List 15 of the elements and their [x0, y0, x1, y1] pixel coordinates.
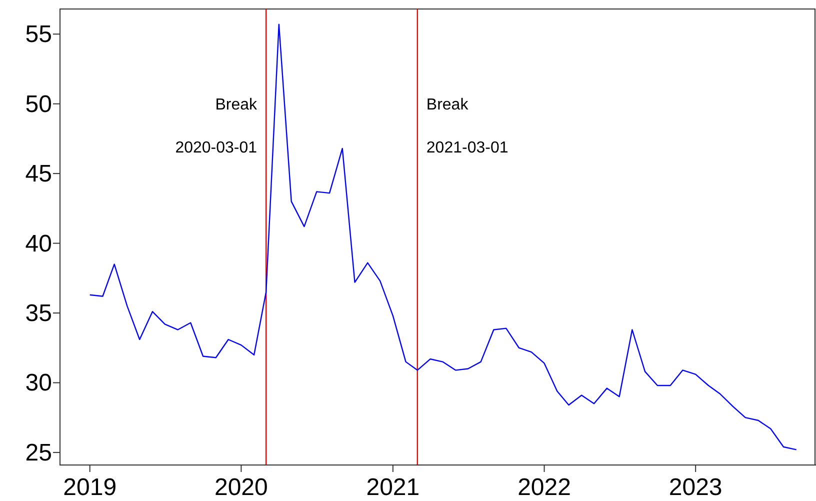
y-tick-label: 30 — [25, 370, 52, 397]
x-tick-label: 2022 — [518, 474, 571, 501]
x-tick-label: 2023 — [668, 474, 722, 501]
y-tick-label: 45 — [25, 160, 52, 188]
y-tick-label: 40 — [25, 230, 52, 258]
line-series — [89, 24, 797, 450]
y-tick-label: 25 — [25, 439, 52, 466]
x-tick-label: 2021 — [366, 474, 420, 501]
text: Break 2021-03-01 — [426, 96, 508, 156]
y-tick-label: 55 — [25, 21, 52, 48]
text: Break 2020-03-01 — [175, 96, 258, 156]
y-tick-label: 35 — [25, 300, 52, 327]
x-tick-label: 2020 — [214, 474, 268, 501]
x-tick-label: 2019 — [63, 474, 117, 501]
y-tick-label: 50 — [25, 90, 52, 118]
